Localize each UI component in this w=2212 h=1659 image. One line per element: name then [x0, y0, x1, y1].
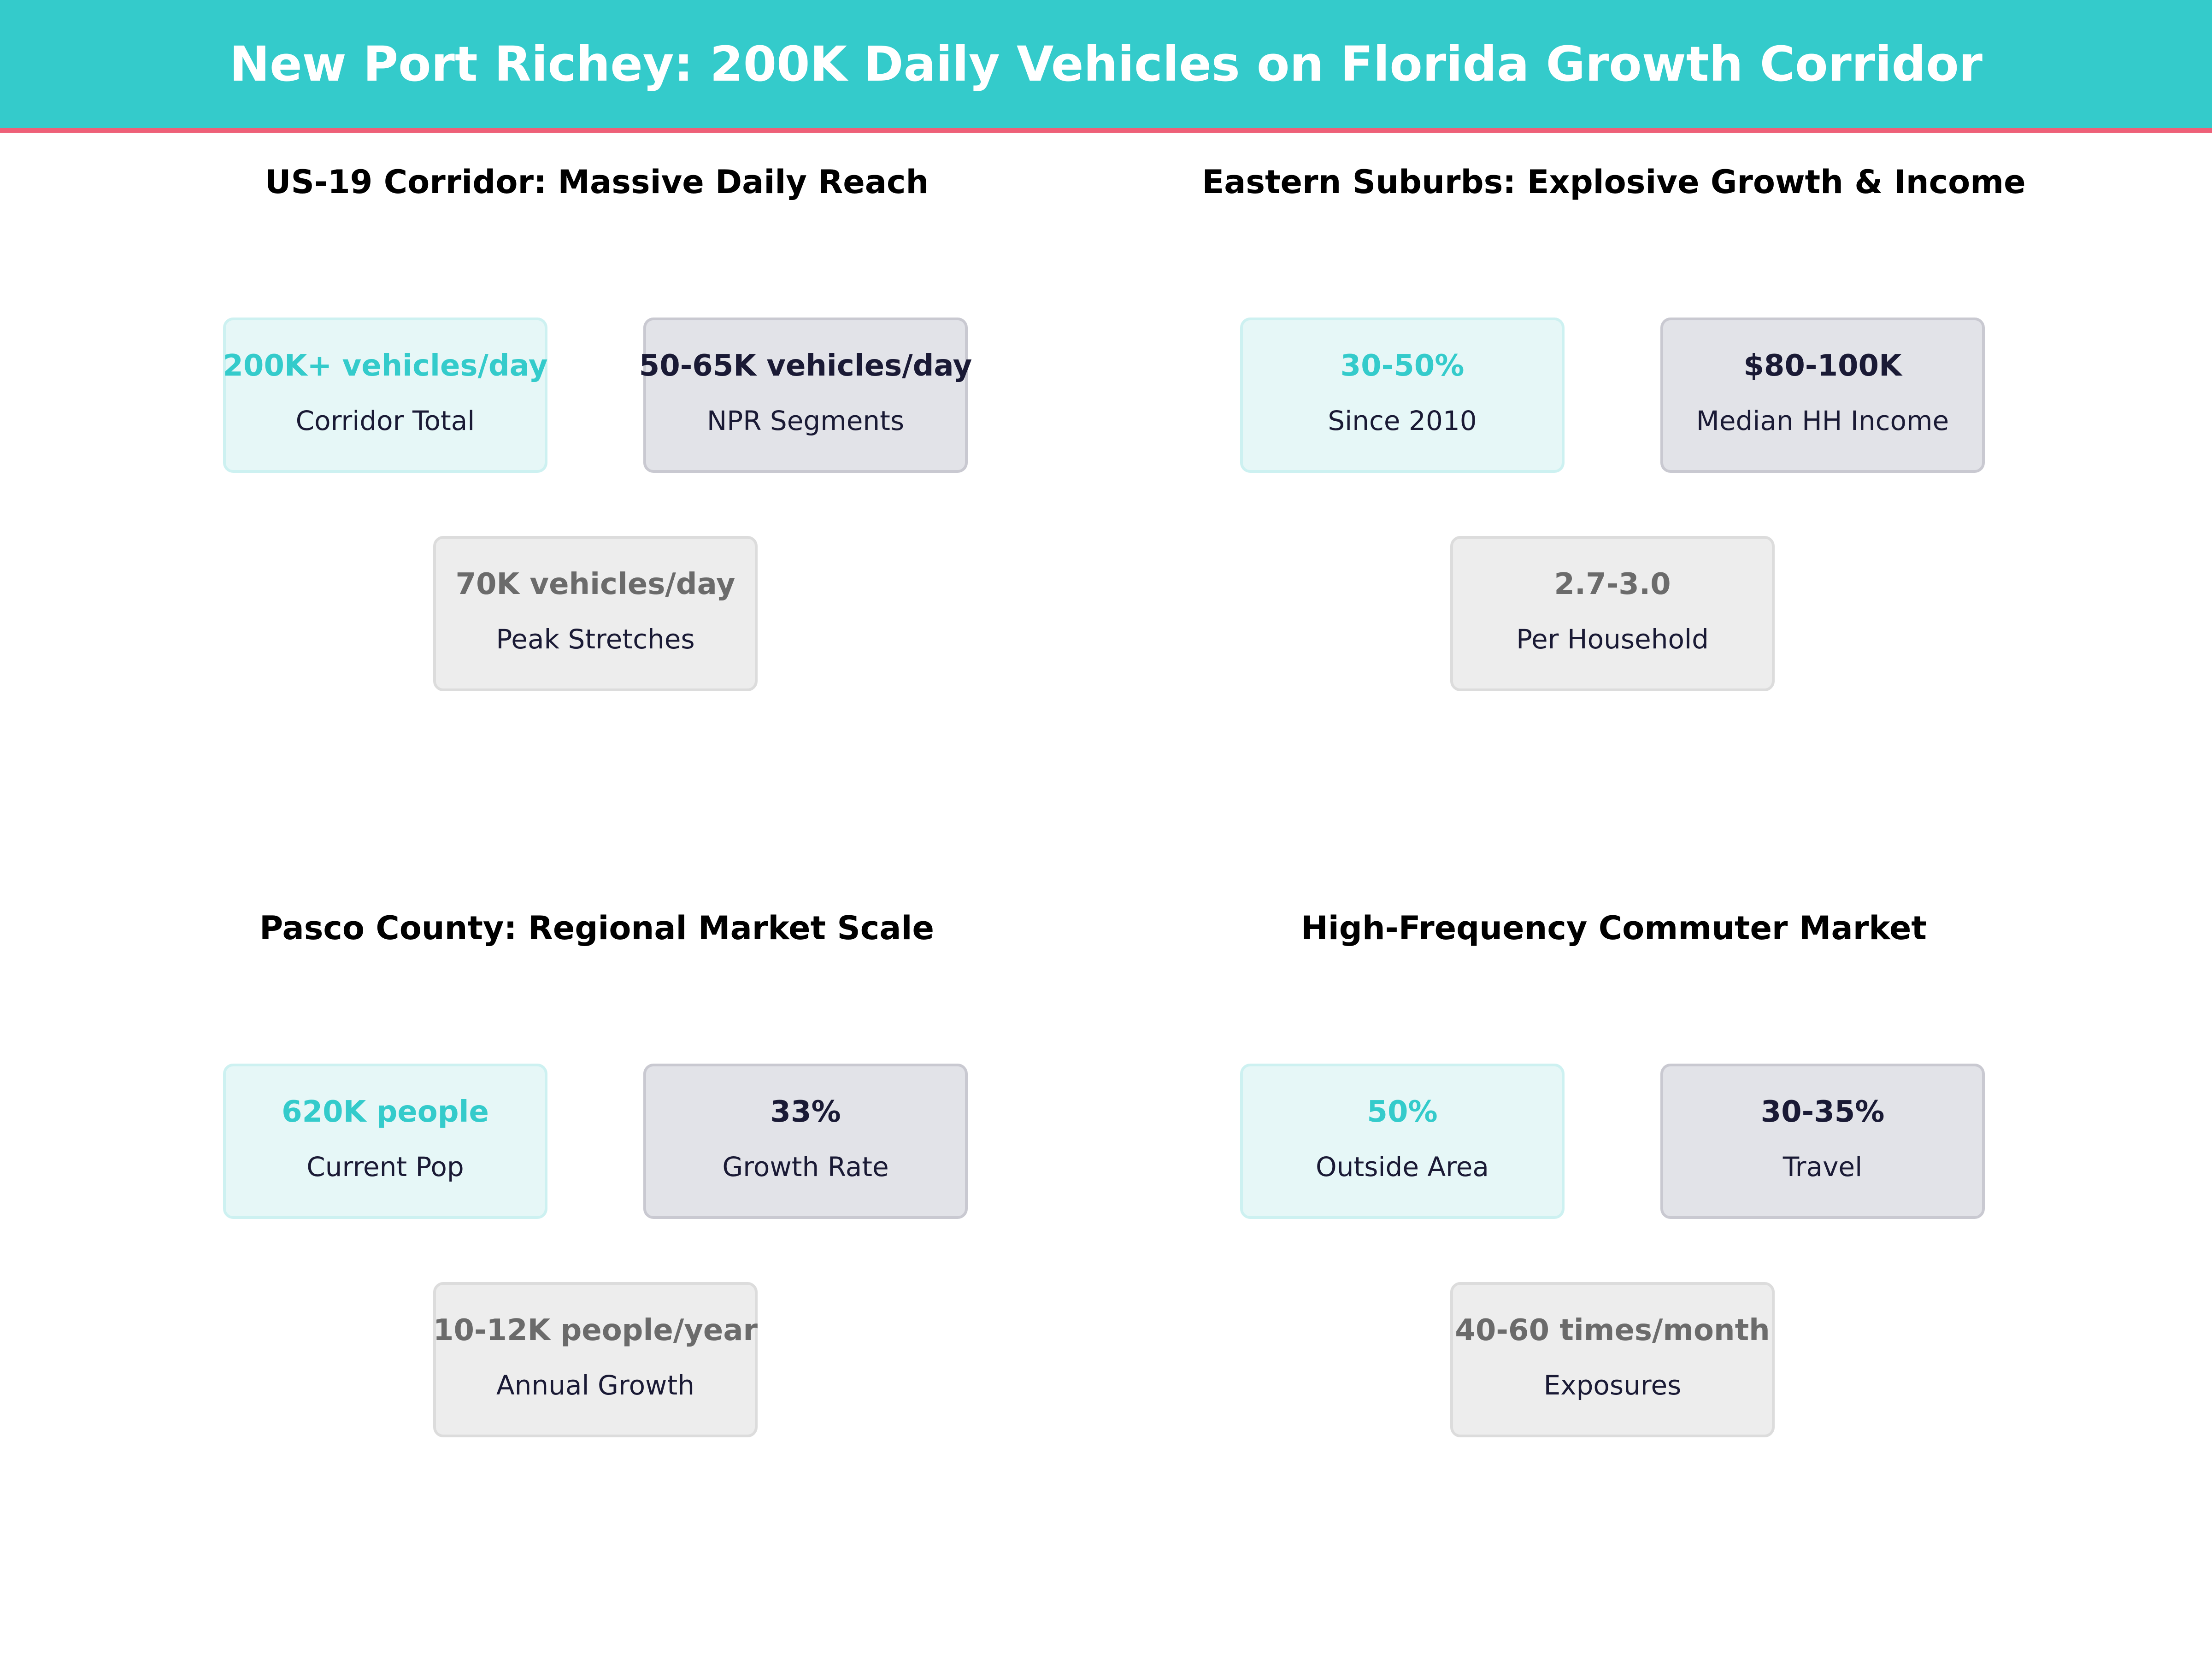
metric-value: 30-35% — [1760, 1095, 1885, 1129]
metric-value: 200K+ vehicles/day — [223, 349, 548, 383]
metric-label: Current Pop — [306, 1151, 464, 1182]
panel-title: Eastern Suburbs: Explosive Growth & Inco… — [1202, 163, 2026, 201]
metric-card: 2.7-3.0 Per Household — [1450, 536, 1775, 691]
metric-value: 50-65K vehicles/day — [639, 349, 972, 383]
metric-card: 33% Growth Rate — [643, 1064, 968, 1219]
metric-value: 70K vehicles/day — [455, 567, 735, 601]
metric-label: Travel — [1783, 1151, 1863, 1182]
metric-value: 40-60 times/month — [1455, 1313, 1770, 1347]
metric-card: 200K+ vehicles/day Corridor Total — [223, 318, 548, 473]
metric-label: Peak Stretches — [496, 624, 695, 655]
metric-value: 620K people — [282, 1095, 489, 1129]
metric-card: 10-12K people/year Annual Growth — [433, 1282, 758, 1437]
metric-value: 10-12K people/year — [433, 1313, 758, 1347]
metric-card: $80-100K Median HH Income — [1660, 318, 1985, 473]
metric-card: 40-60 times/month Exposures — [1450, 1282, 1775, 1437]
panel-title: US-19 Corridor: Massive Daily Reach — [265, 163, 929, 201]
metric-card: 620K people Current Pop — [223, 1064, 547, 1219]
metric-value: 33% — [770, 1095, 841, 1129]
metric-card: 70K vehicles/day Peak Stretches — [433, 536, 758, 691]
header-banner: New Port Richey: 200K Daily Vehicles on … — [0, 0, 2212, 133]
metric-value: $80-100K — [1743, 349, 1902, 383]
metric-label: Exposures — [1543, 1370, 1682, 1401]
metric-label: Annual Growth — [496, 1370, 694, 1401]
metric-label: Per Household — [1516, 624, 1709, 655]
metric-label: Corridor Total — [295, 405, 475, 436]
metric-label: NPR Segments — [706, 405, 905, 436]
metric-label: Outside Area — [1316, 1151, 1489, 1182]
metric-label: Median HH Income — [1696, 405, 1949, 436]
metric-card: 30-35% Travel — [1660, 1064, 1985, 1219]
metric-label: Since 2010 — [1328, 405, 1477, 436]
page-title: New Port Richey: 200K Daily Vehicles on … — [229, 36, 1983, 92]
metric-label: Growth Rate — [722, 1151, 889, 1182]
panel-title: Pasco County: Regional Market Scale — [259, 909, 934, 947]
metric-value: 2.7-3.0 — [1554, 567, 1671, 601]
panel-title: High-Frequency Commuter Market — [1301, 909, 1927, 947]
metric-value: 30-50% — [1340, 349, 1465, 383]
metric-value: 50% — [1367, 1095, 1438, 1129]
metric-card: 50-65K vehicles/day NPR Segments — [639, 318, 972, 473]
metric-card: 50% Outside Area — [1240, 1064, 1565, 1219]
metric-card: 30-50% Since 2010 — [1240, 318, 1565, 473]
